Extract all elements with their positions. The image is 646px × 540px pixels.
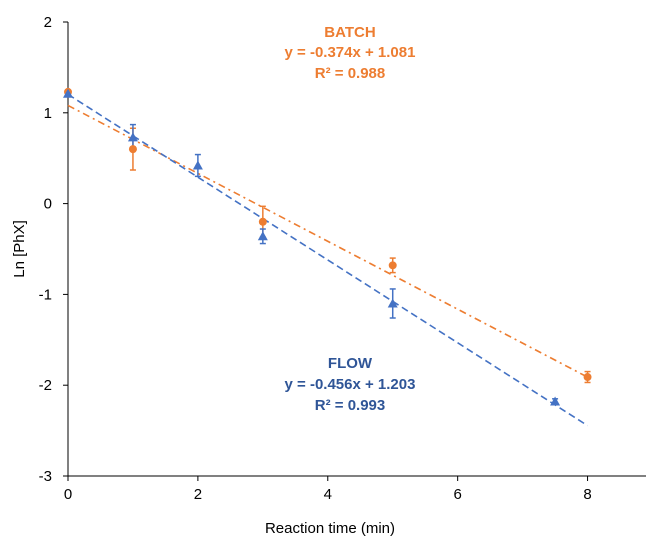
x-tick-label: 4 xyxy=(324,486,332,503)
flow-point xyxy=(257,231,268,241)
batch-point xyxy=(583,373,592,382)
x-tick-label: 8 xyxy=(583,486,591,503)
batch-equation: y = -0.374x + 1.081 xyxy=(285,44,416,61)
y-tick-label: 0 xyxy=(44,196,52,213)
flow-annotation: FLOW y = -0.456x + 1.203 R² = 0.993 xyxy=(285,355,416,414)
batch-point xyxy=(388,261,397,270)
x-axis-label: Reaction time (min) xyxy=(265,520,395,537)
y-tick-label: -3 xyxy=(39,468,52,485)
flow-label: FLOW xyxy=(328,355,373,372)
batch-point xyxy=(258,217,267,226)
batch-trendline xyxy=(67,104,588,378)
flow-point xyxy=(192,160,203,170)
x-tick-label: 0 xyxy=(64,486,72,503)
y-tick-label: -1 xyxy=(39,286,52,303)
y-tick-label: -2 xyxy=(39,377,52,394)
batch-point xyxy=(128,145,137,154)
x-tick-label: 6 xyxy=(453,486,461,503)
flow-r2: R² = 0.993 xyxy=(315,397,385,414)
flow-trendline xyxy=(67,93,588,427)
y-tick-label: 2 xyxy=(44,14,52,31)
flow-point xyxy=(550,396,561,406)
batch-r2: R² = 0.988 xyxy=(315,65,385,82)
y-tick-label: 1 xyxy=(44,105,52,122)
flow-point xyxy=(63,88,73,98)
trendlines xyxy=(67,93,588,427)
flow-equation: y = -0.456x + 1.203 xyxy=(285,376,416,393)
y-ticks: 2 1 0 -1 -2 -3 xyxy=(39,14,68,485)
flow-point xyxy=(387,298,398,308)
y-axis-label: Ln [PhX] xyxy=(11,220,28,278)
flow-point xyxy=(127,132,138,142)
data-markers xyxy=(63,87,592,406)
batch-label: BATCH xyxy=(324,24,375,41)
batch-annotation: BATCH y = -0.374x + 1.081 R² = 0.988 xyxy=(285,24,416,82)
x-tick-label: 2 xyxy=(194,486,202,503)
x-ticks: 0 2 4 6 8 xyxy=(64,476,592,503)
